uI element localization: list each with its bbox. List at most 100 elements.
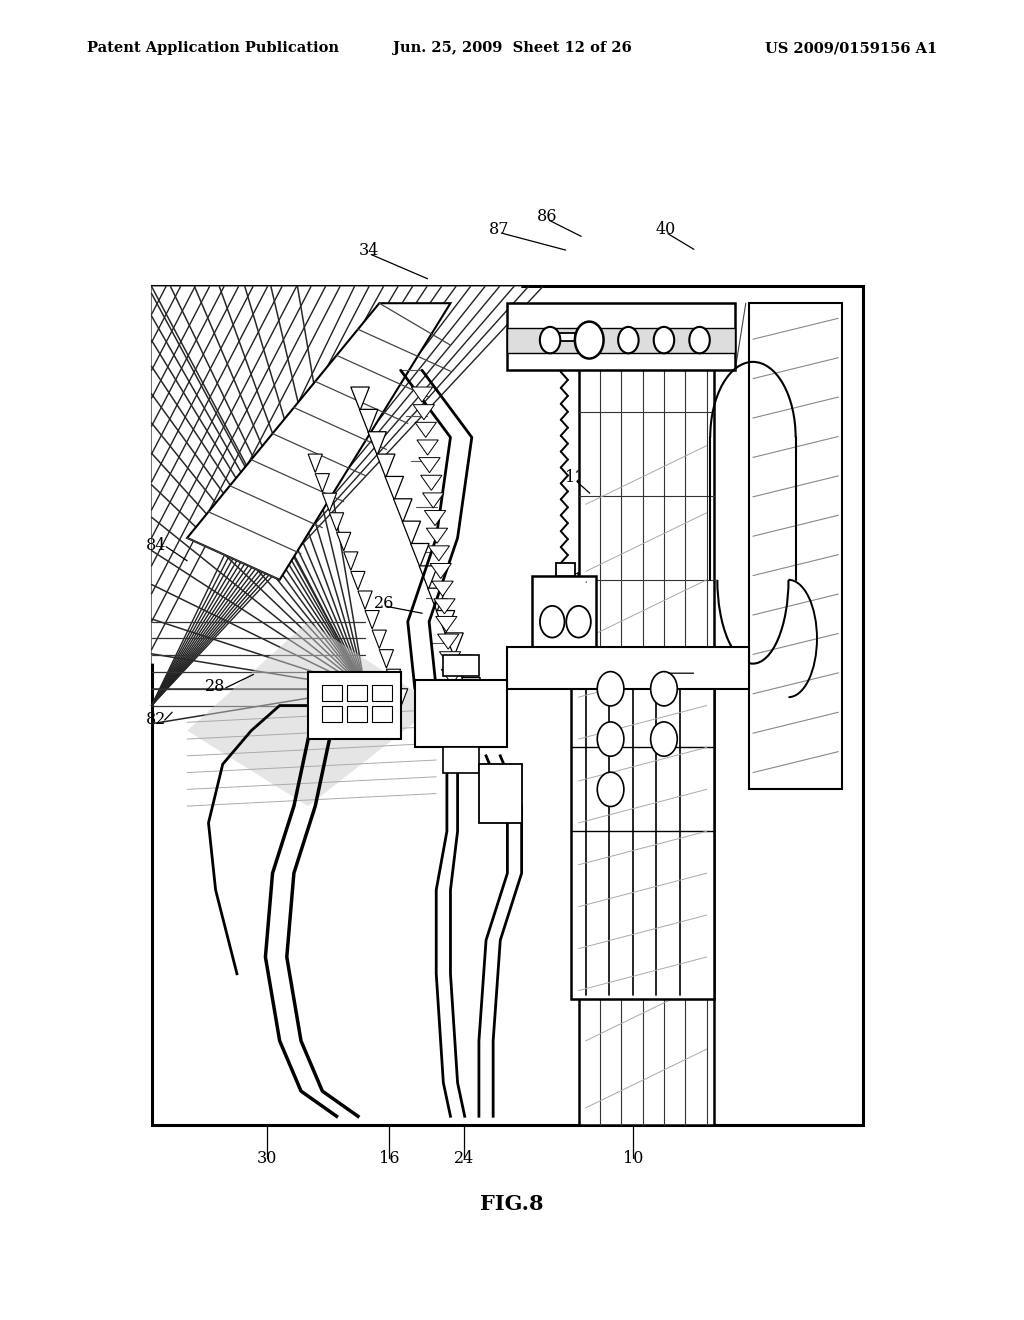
Text: 30: 30	[257, 1151, 278, 1167]
Polygon shape	[507, 304, 735, 370]
Polygon shape	[507, 329, 735, 354]
Polygon shape	[579, 329, 714, 1125]
Polygon shape	[386, 669, 400, 688]
Polygon shape	[430, 564, 452, 578]
Polygon shape	[315, 474, 330, 492]
Polygon shape	[428, 589, 446, 611]
Bar	[347, 705, 368, 722]
Polygon shape	[365, 611, 379, 630]
Polygon shape	[454, 655, 472, 678]
Text: 14: 14	[573, 573, 594, 589]
Polygon shape	[377, 454, 395, 478]
Polygon shape	[385, 477, 403, 500]
Polygon shape	[437, 634, 459, 649]
Polygon shape	[419, 566, 437, 589]
Circle shape	[540, 606, 564, 638]
Polygon shape	[441, 669, 463, 685]
Polygon shape	[470, 700, 488, 723]
Polygon shape	[434, 599, 455, 614]
Polygon shape	[428, 546, 450, 561]
Text: 16: 16	[379, 1151, 399, 1167]
Polygon shape	[308, 454, 323, 473]
Text: 34: 34	[358, 243, 379, 259]
Text: Jun. 25, 2009  Sheet 12 of 26: Jun. 25, 2009 Sheet 12 of 26	[392, 41, 632, 55]
Polygon shape	[415, 680, 507, 747]
Polygon shape	[426, 528, 447, 544]
Polygon shape	[330, 512, 344, 531]
Polygon shape	[424, 511, 445, 525]
Bar	[152, 286, 863, 1125]
Text: 40: 40	[655, 222, 676, 238]
Text: 28: 28	[205, 678, 225, 694]
Text: Patent Application Publication: Patent Application Publication	[87, 41, 339, 55]
Polygon shape	[556, 333, 575, 341]
Polygon shape	[750, 304, 842, 789]
Text: 87: 87	[488, 222, 509, 238]
Bar	[323, 685, 342, 701]
Polygon shape	[417, 440, 438, 455]
Polygon shape	[462, 677, 480, 701]
Text: 84: 84	[145, 537, 166, 553]
Polygon shape	[358, 591, 372, 610]
Polygon shape	[187, 622, 436, 807]
Polygon shape	[443, 655, 479, 676]
Polygon shape	[344, 552, 358, 570]
Polygon shape	[507, 647, 750, 689]
Text: 12: 12	[565, 470, 586, 486]
Circle shape	[689, 327, 710, 354]
Text: FIG.8: FIG.8	[480, 1193, 544, 1214]
Circle shape	[540, 327, 560, 354]
Polygon shape	[351, 387, 370, 411]
Polygon shape	[556, 564, 575, 576]
Polygon shape	[445, 705, 466, 719]
Text: 26: 26	[374, 595, 394, 611]
Polygon shape	[436, 611, 455, 634]
Text: 82: 82	[145, 711, 166, 727]
Circle shape	[650, 672, 677, 706]
Polygon shape	[479, 722, 498, 746]
Text: 24: 24	[454, 1151, 474, 1167]
Polygon shape	[415, 422, 436, 437]
Polygon shape	[393, 499, 412, 523]
Circle shape	[575, 327, 596, 354]
Polygon shape	[187, 304, 451, 579]
Polygon shape	[402, 521, 421, 545]
Text: 36: 36	[655, 663, 676, 678]
Polygon shape	[446, 722, 468, 738]
Bar	[372, 685, 392, 701]
Polygon shape	[432, 581, 454, 597]
Bar	[372, 705, 392, 722]
Polygon shape	[412, 387, 433, 403]
Polygon shape	[423, 492, 443, 508]
Circle shape	[597, 722, 624, 756]
Polygon shape	[439, 652, 461, 667]
Polygon shape	[337, 532, 351, 550]
Polygon shape	[152, 286, 521, 664]
Polygon shape	[372, 630, 386, 648]
Polygon shape	[532, 576, 596, 660]
Text: 86: 86	[537, 209, 557, 224]
Polygon shape	[479, 764, 521, 822]
Circle shape	[597, 672, 624, 706]
Polygon shape	[379, 649, 393, 668]
Polygon shape	[323, 494, 337, 512]
Polygon shape	[359, 409, 378, 433]
Polygon shape	[444, 632, 463, 656]
Circle shape	[574, 322, 603, 359]
Polygon shape	[435, 616, 457, 631]
Circle shape	[566, 606, 591, 638]
Polygon shape	[414, 405, 434, 420]
Polygon shape	[368, 432, 386, 455]
Circle shape	[650, 722, 677, 756]
Polygon shape	[393, 689, 408, 708]
Bar	[347, 685, 368, 701]
Polygon shape	[443, 747, 479, 772]
Polygon shape	[443, 686, 465, 702]
Polygon shape	[411, 544, 429, 568]
Circle shape	[653, 327, 674, 354]
Polygon shape	[351, 572, 366, 590]
Circle shape	[597, 772, 624, 807]
Polygon shape	[308, 672, 400, 739]
Polygon shape	[421, 475, 442, 490]
Text: US 2009/0159156 A1: US 2009/0159156 A1	[765, 41, 937, 55]
